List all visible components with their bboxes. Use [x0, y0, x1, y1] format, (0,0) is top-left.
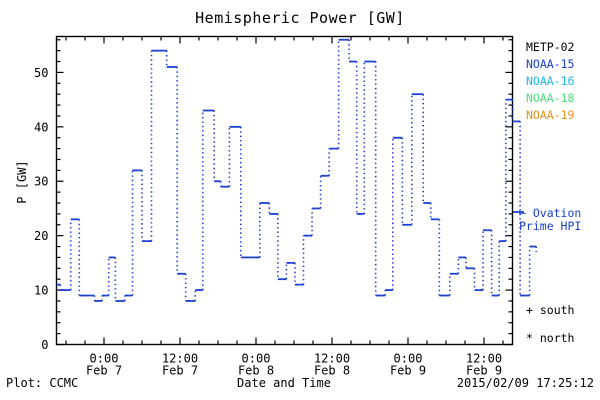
x-tick-label-time: 12:00: [162, 352, 198, 366]
y-tick-label: 40: [34, 120, 48, 134]
legend-markers: + south * north: [526, 296, 574, 352]
legend-ovation-line2: Prime HPI: [519, 219, 582, 233]
legend-ovation: — Ovation Prime HPI: [519, 207, 581, 233]
x-tick-label-time: 12:00: [466, 352, 502, 366]
x-tick-label-date: Feb 7: [86, 364, 122, 378]
x-tick-label-time: 0:00: [90, 352, 119, 366]
plot-frame: [55, 35, 514, 346]
x-tick-label-date: Feb 8: [314, 364, 350, 378]
y-tick-label: 0: [41, 338, 48, 352]
legend-marker-south: + south: [526, 303, 575, 317]
x-tick-label-time: 12:00: [314, 352, 350, 366]
legend-satellites: METP-02 NOAA-15 NOAA-16 NOAA-18 NOAA-19: [526, 41, 574, 126]
legend-ovation-line1: — Ovation: [519, 206, 582, 220]
footer-plot-source: Plot: CCMC: [6, 376, 79, 390]
legend-item-noaa-16: NOAA-16: [526, 74, 575, 88]
x-tick-label-time: 0:00: [242, 352, 271, 366]
legend-item-noaa-18: NOAA-18: [526, 91, 575, 105]
x-tick-label-date: Feb 8: [238, 364, 274, 378]
y-tick-label: 30: [34, 175, 48, 189]
legend-marker-north: * north: [526, 331, 575, 345]
legend-item-noaa-15: NOAA-15: [526, 57, 575, 71]
series-0: [56, 38, 538, 302]
x-tick-label-date: Feb 9: [466, 364, 502, 378]
page-title: Hemispheric Power [GW]: [195, 9, 405, 27]
x-tick-label-date: Feb 9: [390, 364, 426, 378]
x-axis-label: Date and Time: [237, 376, 331, 390]
y-tick-label: 50: [34, 66, 48, 80]
legend-item-metp-02: METP-02: [526, 40, 575, 54]
x-tick-label-time: 0:00: [394, 352, 423, 366]
x-tick-label-date: Feb 7: [162, 364, 198, 378]
y-tick-label: 20: [34, 229, 48, 243]
legend-item-noaa-19: NOAA-19: [526, 108, 575, 122]
footer-timestamp: 2015/02/09 17:25:12: [456, 376, 594, 390]
y-tick-label: 10: [34, 284, 48, 298]
